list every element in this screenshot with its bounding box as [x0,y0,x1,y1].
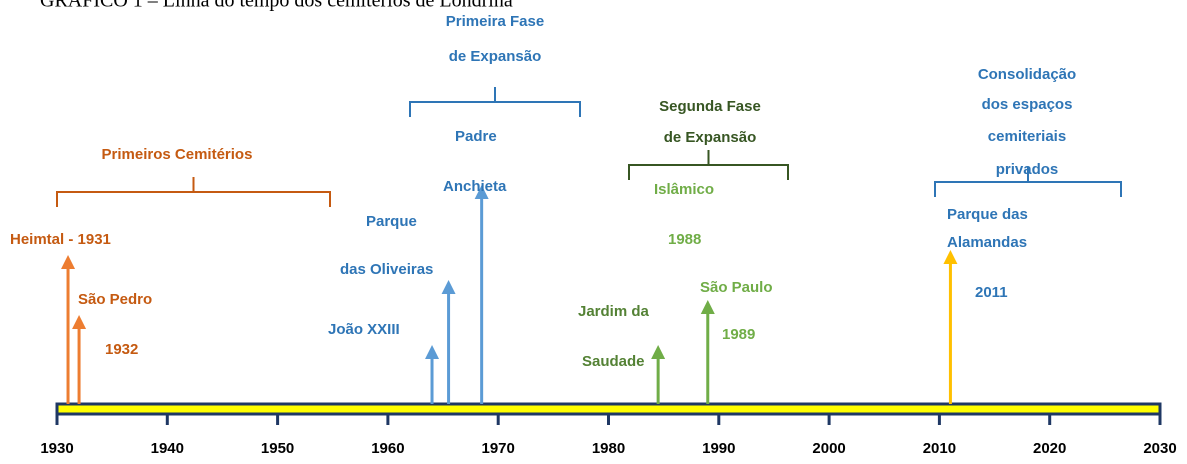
event-label: 1988 [668,231,701,248]
arrow-head [441,280,456,294]
tick-label: 1950 [261,440,294,457]
event-label: Islâmico [654,181,714,198]
tick-label: 1930 [40,440,73,457]
event-label: 2011 [975,284,1008,301]
group-label: cemiteriais [988,128,1066,145]
event-label: Parque das [947,206,1028,223]
tick-label: 1940 [151,440,184,457]
event-label: 1932 [105,341,138,358]
event-label: 1989 [722,326,755,343]
event-label: Alamandas [947,234,1027,251]
timeline-bar [55,402,1162,416]
event-label: Padre [455,128,497,145]
tick-label: 1990 [702,440,735,457]
tick-label: 2020 [1033,440,1066,457]
group-label: de Expansão [664,129,757,146]
group-label: de Expansão [449,48,542,65]
arrow-head [474,185,489,199]
tick-label: 1960 [371,440,404,457]
event-label: São Pedro [78,291,152,308]
group-label: dos espaços [982,96,1073,113]
tick-label: 1970 [482,440,515,457]
tick-label: 2010 [923,440,956,457]
event-label: João XXIII [328,321,400,338]
arrow-head [425,345,440,359]
event-label: Heimtal - 1931 [10,231,111,248]
tick-label: 2030 [1143,440,1176,457]
bracket [409,87,581,117]
arrow-head [700,300,715,314]
tick-label: 1980 [592,440,625,457]
event-label: das Oliveiras [340,261,433,278]
group-label: privados [996,161,1059,178]
group-label: Consolidação [978,66,1076,83]
group-label: Primeiros Cemitérios [102,146,253,163]
bracket [56,177,331,207]
event-label: Anchieta [443,178,507,195]
event-label: Parque [366,213,417,230]
event-label: Jardim da [578,303,650,320]
arrow-head [943,250,958,264]
arrow-head [651,345,666,359]
arrow-head [61,255,76,269]
event-label: São Paulo [700,279,773,296]
group-label: Primeira Fase [446,13,544,30]
tick-label: 2000 [812,440,845,457]
group-label: Segunda Fase [659,98,761,115]
event-label: Saudade [582,353,645,370]
arrow-head [72,315,87,329]
title: GRÁFICO 1 – Linha do tempo dos cemitério… [40,0,513,12]
bracket [934,167,1122,197]
bracket [628,150,789,180]
